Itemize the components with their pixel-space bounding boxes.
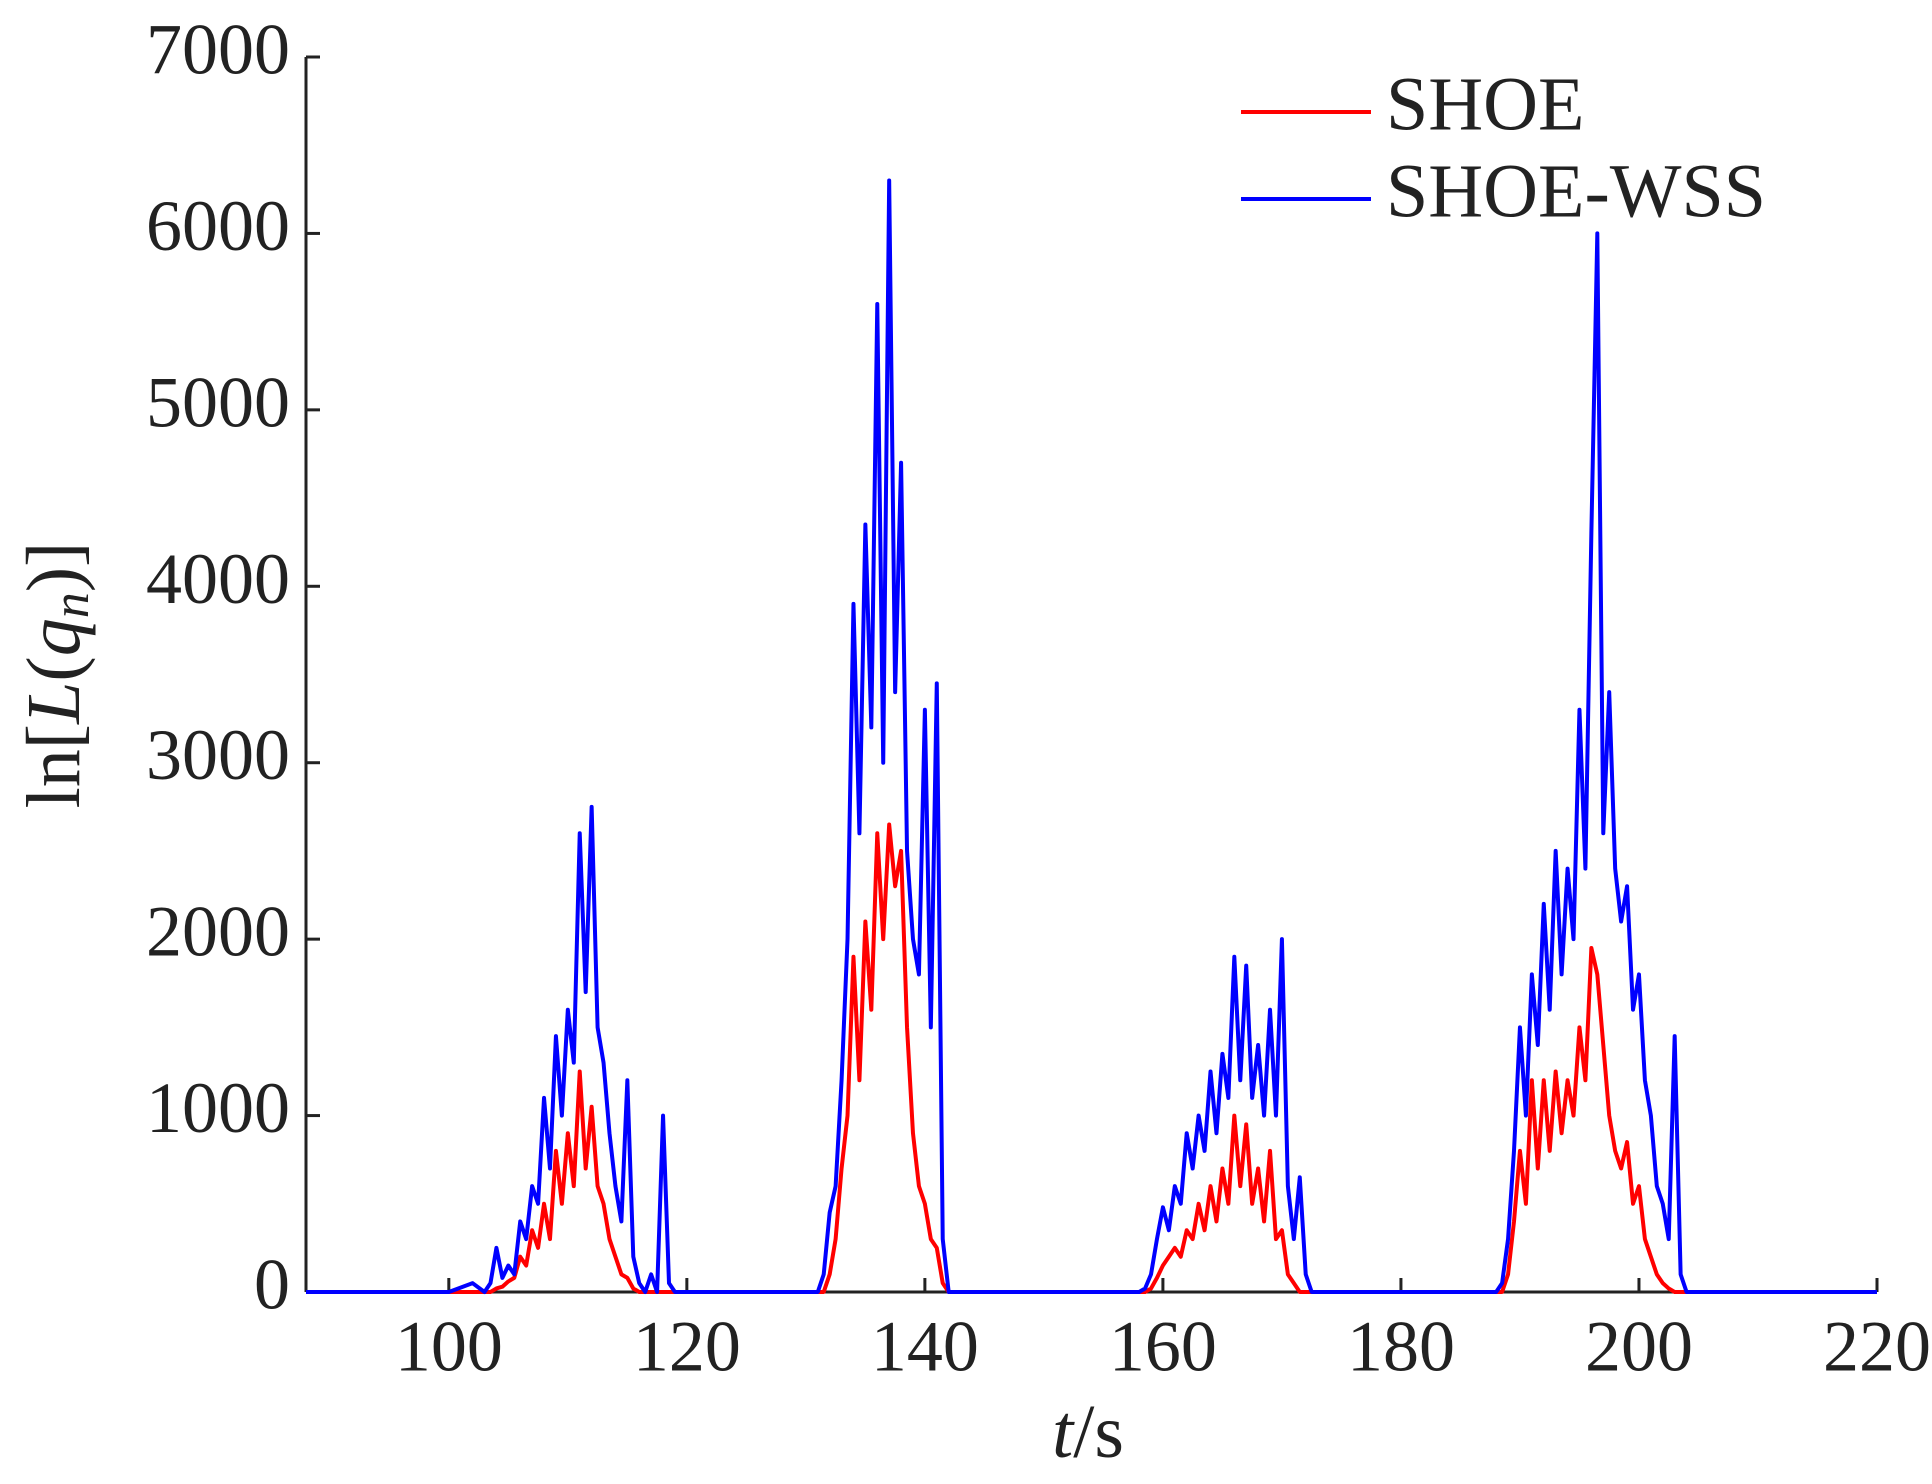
y-tick-label: 3000 <box>146 715 290 795</box>
y-axis-label: ln[L(qn)] <box>12 542 100 809</box>
x-tick-label: 100 <box>395 1307 503 1387</box>
y-label-part: L <box>12 682 96 725</box>
data-line <box>306 178 1877 1294</box>
y-label-part: )] <box>12 542 96 593</box>
y-tick-label: 1000 <box>146 1068 290 1148</box>
x-tick-label: 120 <box>633 1307 741 1387</box>
x-tick-label: 140 <box>871 1307 979 1387</box>
x-label-part: /s <box>1073 1390 1124 1474</box>
y-label-part: ln[ <box>12 724 96 808</box>
x-tick-label: 160 <box>1109 1307 1217 1387</box>
y-label-part: ( <box>12 656 96 681</box>
x-tick-label: 180 <box>1347 1307 1455 1387</box>
y-tick-label: 7000 <box>146 10 290 90</box>
y-label-part: q <box>12 618 96 656</box>
y-tick-label: 4000 <box>146 539 290 619</box>
legend-label: SHOE-WSS <box>1386 149 1766 233</box>
x-tick-label: 200 <box>1585 1307 1693 1387</box>
y-tick-label: 5000 <box>146 362 290 442</box>
y-tick-label: 2000 <box>146 892 290 972</box>
y-label-part: n <box>43 592 100 618</box>
legend-label: SHOE <box>1386 62 1584 146</box>
y-tick-label: 0 <box>254 1245 290 1325</box>
x-tick-label: 220 <box>1823 1307 1931 1387</box>
x-axis-label: t/s <box>1052 1390 1124 1474</box>
x-label-part: t <box>1052 1390 1075 1474</box>
data-line <box>306 822 1877 1294</box>
y-tick-label: 6000 <box>146 186 290 266</box>
